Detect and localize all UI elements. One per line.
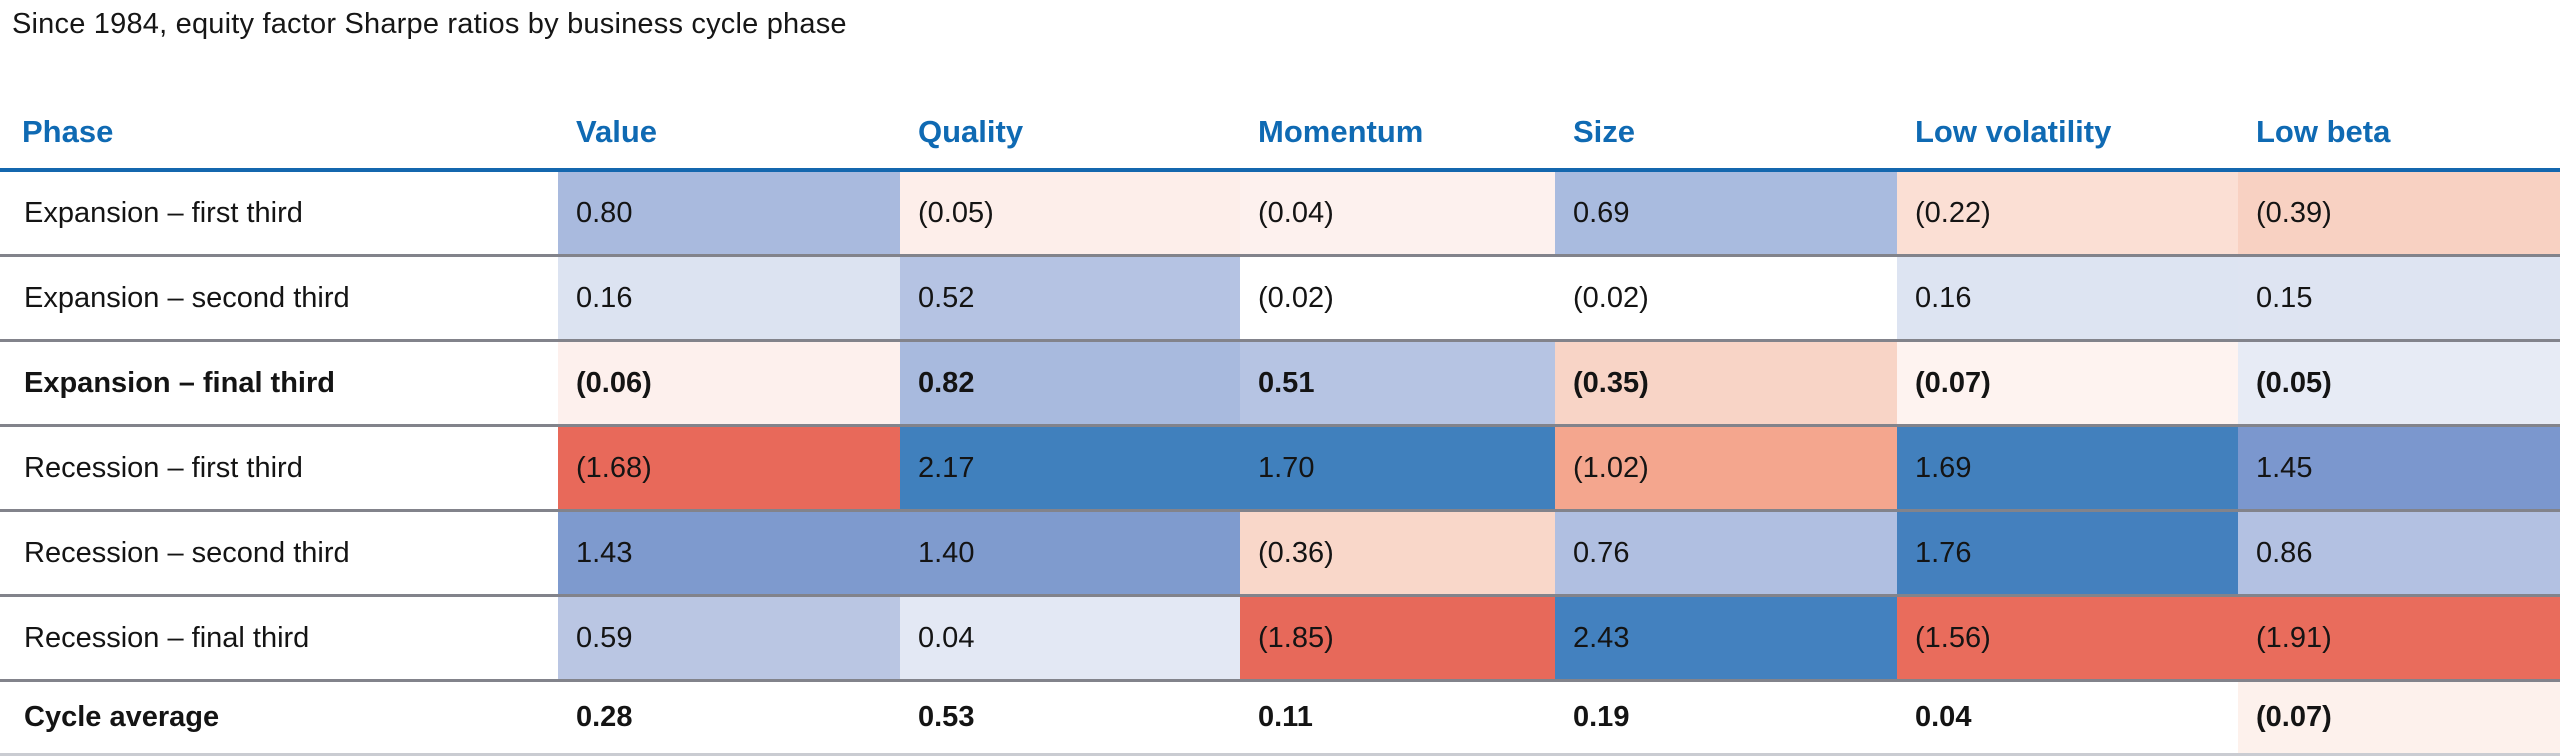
sharpe-value-cell: 1.70 xyxy=(1240,427,1555,509)
sharpe-value-cell: (1.85) xyxy=(1240,597,1555,679)
sharpe-value-cell: (0.35) xyxy=(1555,342,1897,424)
sharpe-value-cell: (0.36) xyxy=(1240,512,1555,594)
sharpe-value-cell: 0.11 xyxy=(1240,682,1555,753)
sharpe-value-cell: 0.51 xyxy=(1240,342,1555,424)
phase-label: Recession – second third xyxy=(0,512,558,594)
sharpe-value-cell: 0.16 xyxy=(558,257,900,339)
table-header-row: Phase Value Quality Momentum Size Low vo… xyxy=(0,95,2560,172)
sharpe-value-cell: 2.17 xyxy=(900,427,1240,509)
sharpe-value-cell: 0.28 xyxy=(558,682,900,753)
phase-label: Expansion – second third xyxy=(0,257,558,339)
sharpe-value-cell: (0.02) xyxy=(1240,257,1555,339)
sharpe-value-cell: 0.86 xyxy=(2238,512,2560,594)
column-header-momentum: Momentum xyxy=(1258,113,1424,149)
sharpe-value-cell: 0.52 xyxy=(900,257,1240,339)
sharpe-value-cell: 0.04 xyxy=(1897,682,2238,753)
sharpe-value-cell: 1.45 xyxy=(2238,427,2560,509)
sharpe-value-cell: (0.02) xyxy=(1555,257,1897,339)
table-row: Recession – final third 0.59 0.04 (1.85) 2.4… xyxy=(0,597,2560,682)
sharpe-value-cell: (0.04) xyxy=(1240,172,1555,254)
sharpe-value-cell: 0.82 xyxy=(900,342,1240,424)
column-header-low-beta: Low beta xyxy=(2256,113,2391,149)
column-header-size: Size xyxy=(1573,113,1636,149)
sharpe-value-cell: 2.43 xyxy=(1555,597,1897,679)
sharpe-value-cell: (0.07) xyxy=(1897,342,2238,424)
sharpe-value-cell: 0.59 xyxy=(558,597,900,679)
sharpe-value-cell: 0.04 xyxy=(900,597,1240,679)
sharpe-value-cell: (0.05) xyxy=(900,172,1240,254)
column-header-quality: Quality xyxy=(918,113,1024,149)
sharpe-value-cell: 0.53 xyxy=(900,682,1240,753)
sharpe-value-cell: 0.69 xyxy=(1555,172,1897,254)
sharpe-value-cell: (0.06) xyxy=(558,342,900,424)
sharpe-value-cell: 1.76 xyxy=(1897,512,2238,594)
table-row: Recession – second third 1.43 1.40 (0.36) 0.… xyxy=(0,512,2560,597)
table-row: Expansion – first third 0.80 (0.05) (0.04) 0… xyxy=(0,172,2560,257)
sharpe-value-cell: (1.91) xyxy=(2238,597,2560,679)
sharpe-value-cell: 1.69 xyxy=(1897,427,2238,509)
phase-label: Cycle average xyxy=(0,682,558,753)
sharpe-value-cell: (0.39) xyxy=(2238,172,2560,254)
phase-label: Expansion – final third xyxy=(0,342,558,424)
table-body: Expansion – first third 0.80 (0.05) (0.04) 0… xyxy=(0,172,2560,756)
phase-label: Recession – final third xyxy=(0,597,558,679)
sharpe-value-cell: 0.15 xyxy=(2238,257,2560,339)
column-header-low-volatility: Low volatility xyxy=(1915,113,2112,149)
column-header-phase: Phase xyxy=(22,113,114,149)
sharpe-value-cell: 0.80 xyxy=(558,172,900,254)
figure-title: Since 1984, equity factor Sharpe ratios … xyxy=(12,8,847,40)
sharpe-value-cell: (1.02) xyxy=(1555,427,1897,509)
sharpe-value-cell: 0.19 xyxy=(1555,682,1897,753)
table-row: Recession – first third (1.68) 2.17 1.70 (1.… xyxy=(0,427,2560,512)
sharpe-value-cell: (0.22) xyxy=(1897,172,2238,254)
sharpe-value-cell: 1.40 xyxy=(900,512,1240,594)
sharpe-value-cell: (0.05) xyxy=(2238,342,2560,424)
table-row: Expansion – final third (0.06) 0.82 0.51 (0.… xyxy=(0,342,2560,427)
sharpe-value-cell: (0.07) xyxy=(2238,682,2560,753)
phase-label: Recession – first third xyxy=(0,427,558,509)
table-row: Cycle average 0.28 0.53 0.11 0.19 0.04 (0.07) xyxy=(0,682,2560,756)
sharpe-value-cell: 0.16 xyxy=(1897,257,2238,339)
sharpe-value-cell: 1.43 xyxy=(558,512,900,594)
sharpe-value-cell: 0.76 xyxy=(1555,512,1897,594)
sharpe-value-cell: (1.68) xyxy=(558,427,900,509)
table-row: Expansion – second third 0.16 0.52 (0.02) (0… xyxy=(0,257,2560,342)
column-header-value: Value xyxy=(576,113,657,149)
sharpe-value-cell: (1.56) xyxy=(1897,597,2238,679)
phase-label: Expansion – first third xyxy=(0,172,558,254)
